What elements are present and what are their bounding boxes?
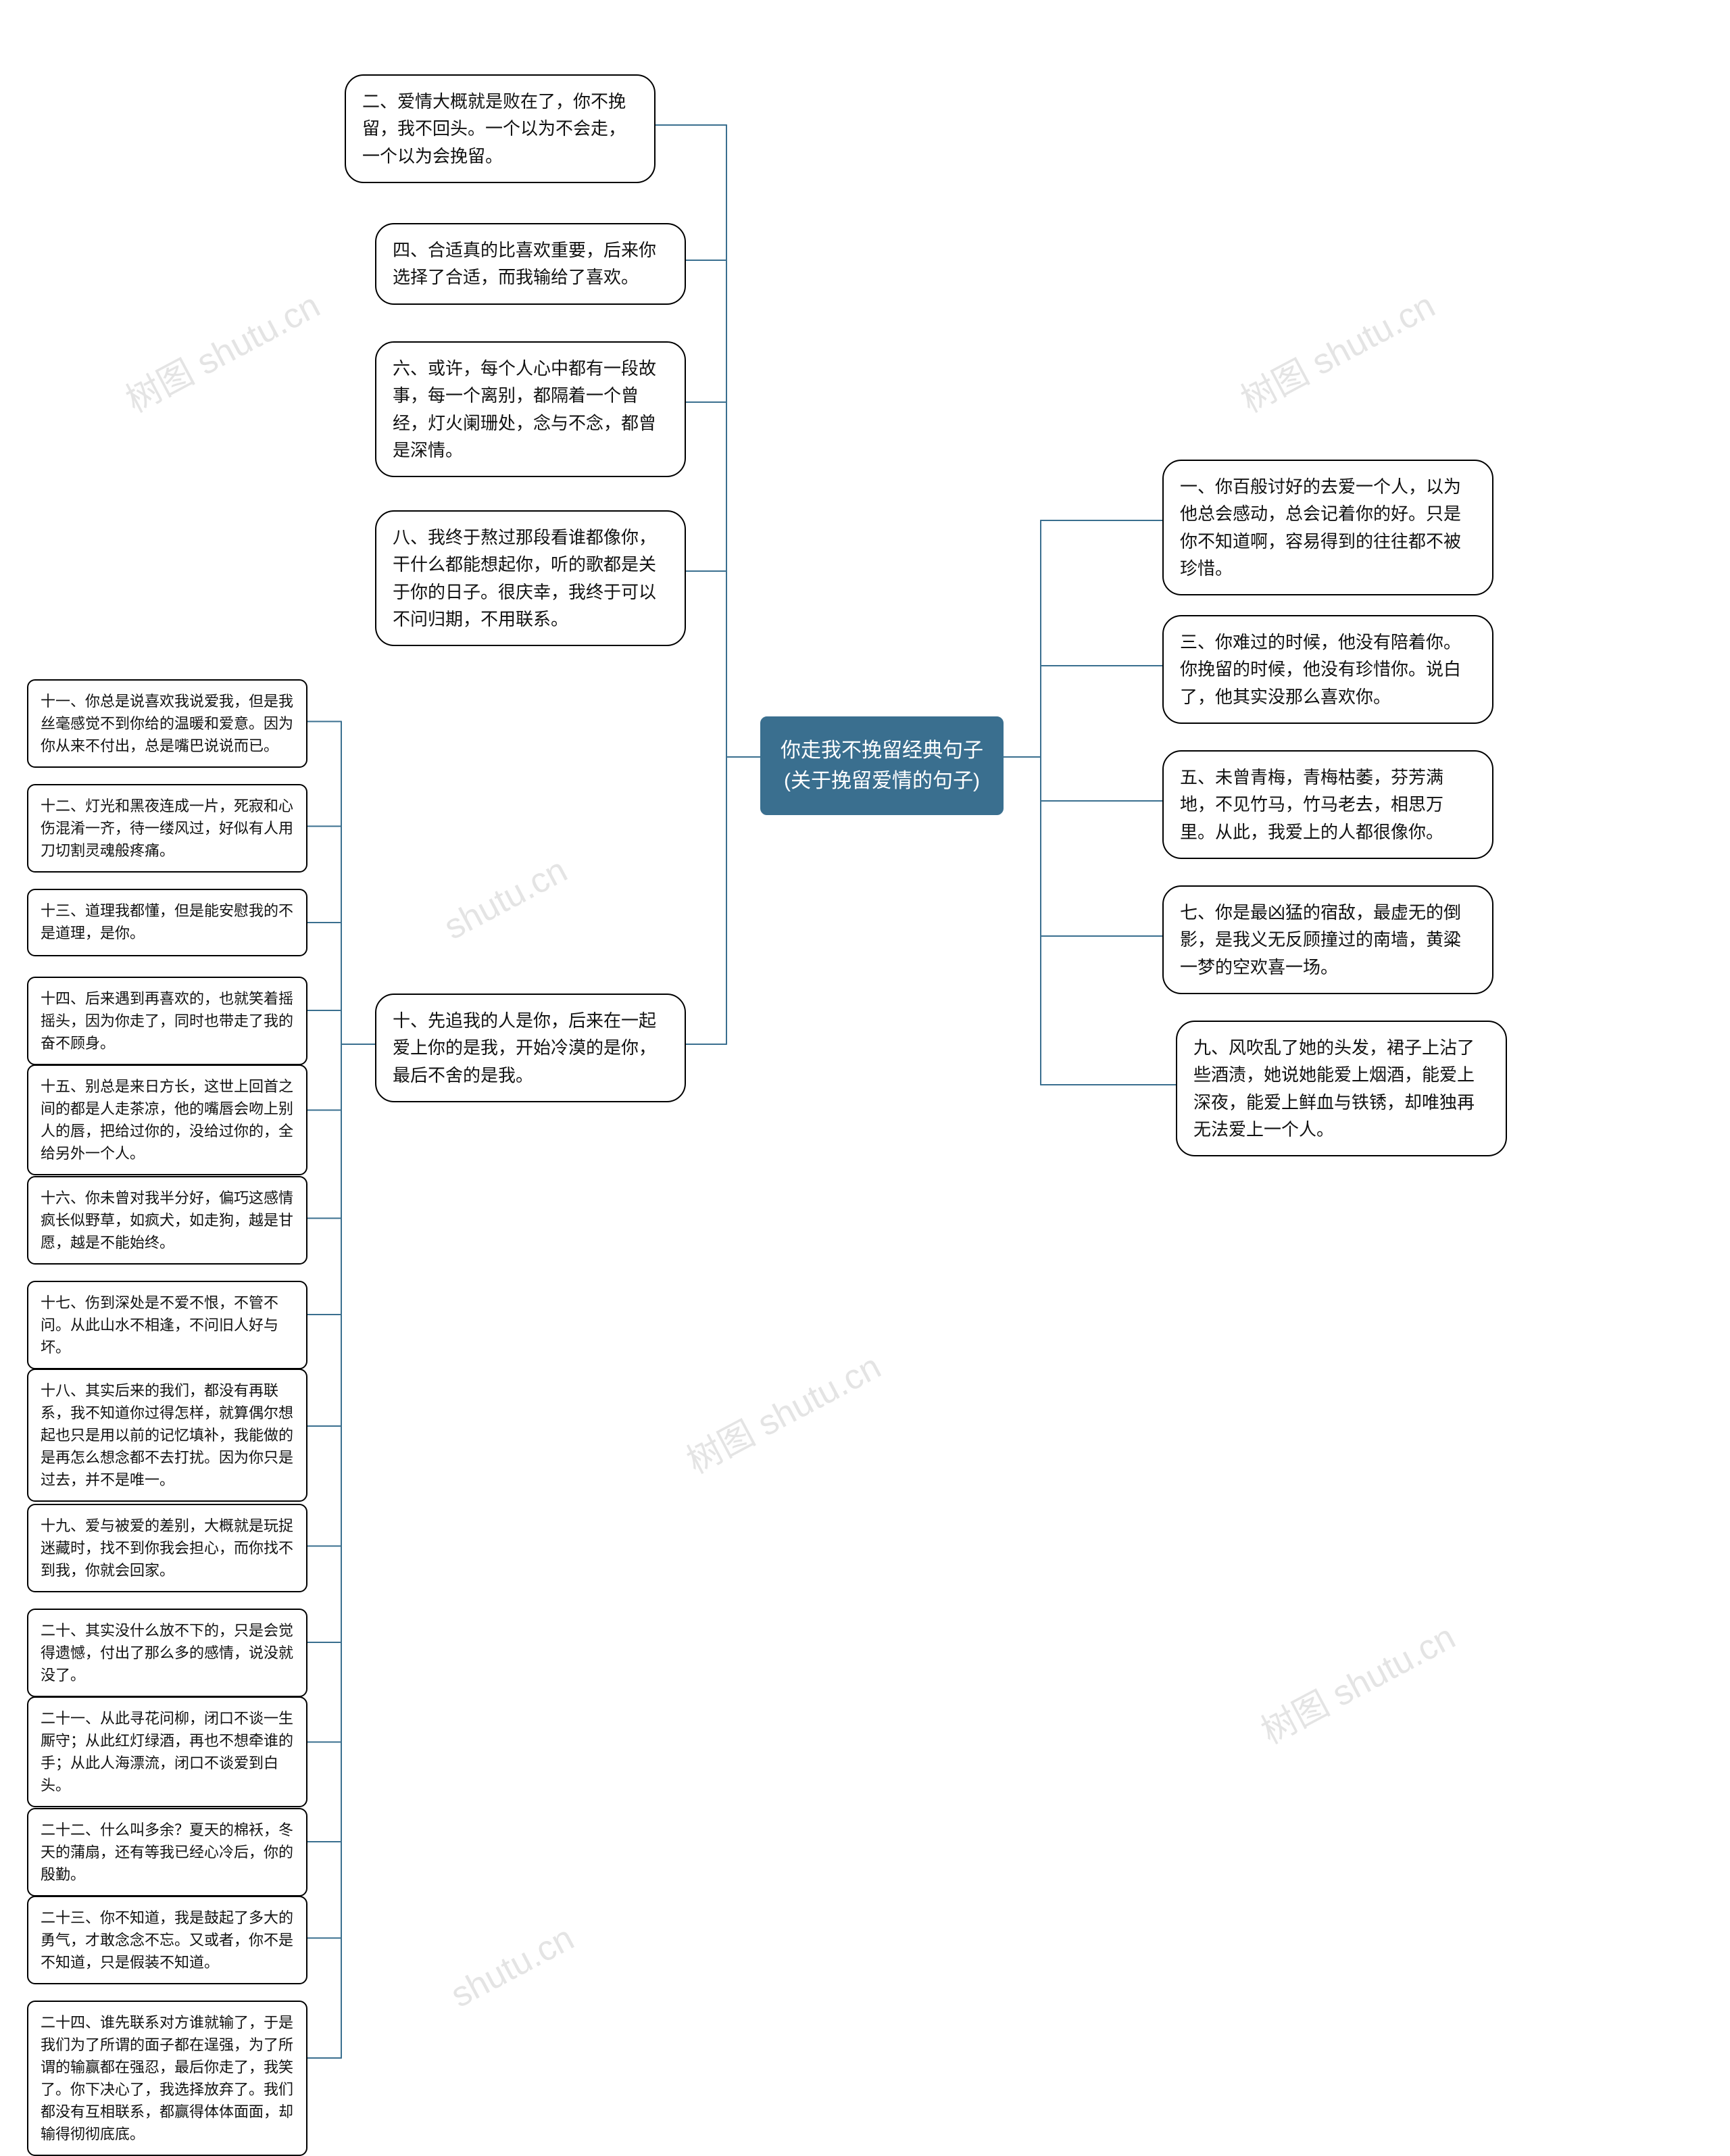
leaf-l11: 十一、你总是说喜欢我说爱我，但是我丝毫感觉不到你给的温暖和爱意。因为你从来不付出… xyxy=(27,679,307,768)
leaf-l15: 十五、别总是来日方长，这世上回首之间的都是人走茶凉，他的嘴唇会吻上别人的唇，把给… xyxy=(27,1064,307,1175)
leaf-l12: 十二、灯光和黑夜连成一片，死寂和心伤混淆一齐，待一缕风过，好似有人用刀切割灵魂般… xyxy=(27,784,307,873)
leaf-l24: 二十四、谁先联系对方谁就输了，于是我们为了所谓的面子都在逞强，为了所谓的输赢都在… xyxy=(27,2001,307,2156)
watermark: 树图 shutu.cn xyxy=(1231,277,1442,422)
branch-b6: 六、或许，每个人心中都有一段故事，每一个离别，都隔着一个曾经，灯火阑珊处，念与不… xyxy=(375,341,686,477)
leaf-l17: 十七、伤到深处是不爱不恨，不管不问。从此山水不相逢，不问旧人好与坏。 xyxy=(27,1281,307,1369)
leaf-l23: 二十三、你不知道，我是鼓起了多大的勇气，才敢念念不忘。又或者，你不是不知道，只是… xyxy=(27,1896,307,1984)
branch-b8: 八、我终于熬过那段看谁都像你，干什么都能想起你，听的歌都是关于你的日子。很庆幸，… xyxy=(375,510,686,646)
branch-b1: 一、你百般讨好的去爱一个人，以为他总会感动，总会记着你的好。只是你不知道啊，容易… xyxy=(1162,460,1493,595)
watermark: shutu.cn xyxy=(437,850,574,948)
watermark: 树图 shutu.cn xyxy=(116,277,327,422)
branch-b2: 二、爱情大概就是败在了，你不挽留，我不回头。一个以为不会走，一个以为会挽留。 xyxy=(345,74,656,183)
leaf-l13: 十三、道理我都懂，但是能安慰我的不是道理，是你。 xyxy=(27,889,307,956)
watermark: shutu.cn xyxy=(444,1917,580,2015)
leaf-l14: 十四、后来遇到再喜欢的，也就笑着摇摇头，因为你走了，同时也带走了我的奋不顾身。 xyxy=(27,977,307,1065)
leaf-l18: 十八、其实后来的我们，都没有再联系，我不知道你过得怎样，就算偶尔想起也只是用以前… xyxy=(27,1369,307,1502)
leaf-l20: 二十、其实没什么放不下的，只是会觉得遗憾，付出了那么多的感情，说没就没了。 xyxy=(27,1609,307,1697)
leaf-l19: 十九、爱与被爱的差别，大概就是玩捉迷藏时，找不到你我会担心，而你找不到我，你就会… xyxy=(27,1504,307,1592)
leaf-l21: 二十一、从此寻花问柳，闭口不谈一生厮守；从此红灯绿酒，再也不想牵谁的手；从此人海… xyxy=(27,1696,307,1807)
root-node: 你走我不挽留经典句子(关于挽留爱情的句子) xyxy=(760,716,1004,815)
watermark: 树图 shutu.cn xyxy=(676,1338,888,1483)
watermark: 树图 shutu.cn xyxy=(1251,1609,1462,1753)
leaf-l16: 十六、你未曾对我半分好，偏巧这感情疯长似野草，如疯犬，如走狗，越是甘愿，越是不能… xyxy=(27,1176,307,1265)
branch-b10: 十、先追我的人是你，后来在一起爱上你的是我，开始冷漠的是你，最后不舍的是我。 xyxy=(375,994,686,1102)
branch-b5: 五、未曾青梅，青梅枯萎，芬芳满地，不见竹马，竹马老去，相思万里。从此，我爱上的人… xyxy=(1162,750,1493,859)
branch-b7: 七、你是最凶猛的宿敌，最虚无的倒影，是我义无反顾撞过的南墙，黄粱一梦的空欢喜一场… xyxy=(1162,885,1493,994)
branch-b3: 三、你难过的时候，他没有陪着你。你挽留的时候，他没有珍惜你。说白了，他其实没那么… xyxy=(1162,615,1493,724)
leaf-l22: 二十二、什么叫多余？夏天的棉袄，冬天的蒲扇，还有等我已经心冷后，你的殷勤。 xyxy=(27,1808,307,1896)
branch-b4: 四、合适真的比喜欢重要，后来你选择了合适，而我输给了喜欢。 xyxy=(375,223,686,305)
branch-b9: 九、风吹乱了她的头发，裙子上沾了些酒渍，她说她能爱上烟酒，能爱上深夜，能爱上鲜血… xyxy=(1176,1021,1507,1156)
